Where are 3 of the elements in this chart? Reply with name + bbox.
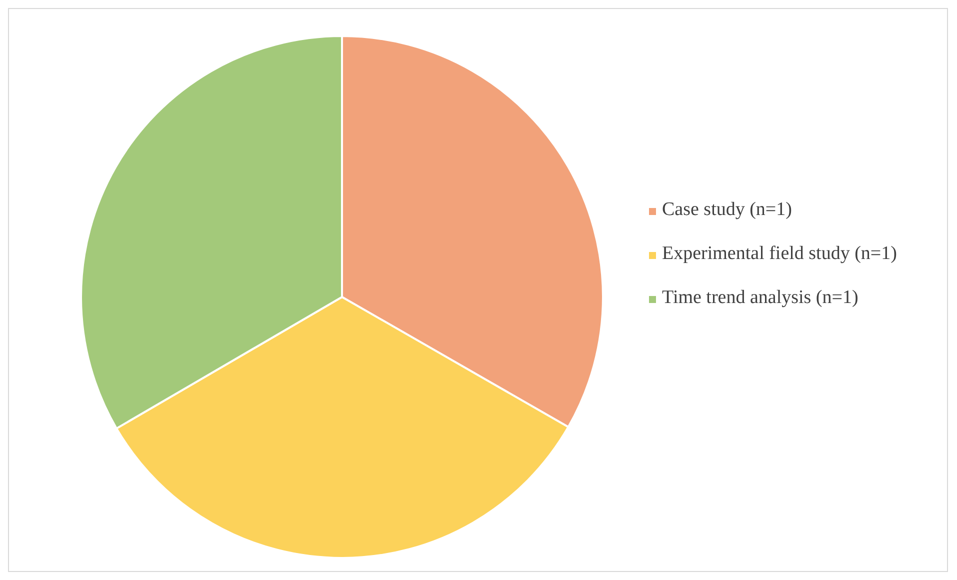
legend-label: Experimental field study (n=1)	[662, 243, 898, 265]
legend-label: Case study (n=1)	[662, 199, 793, 221]
legend-label: Time trend analysis (n=1)	[662, 287, 860, 309]
